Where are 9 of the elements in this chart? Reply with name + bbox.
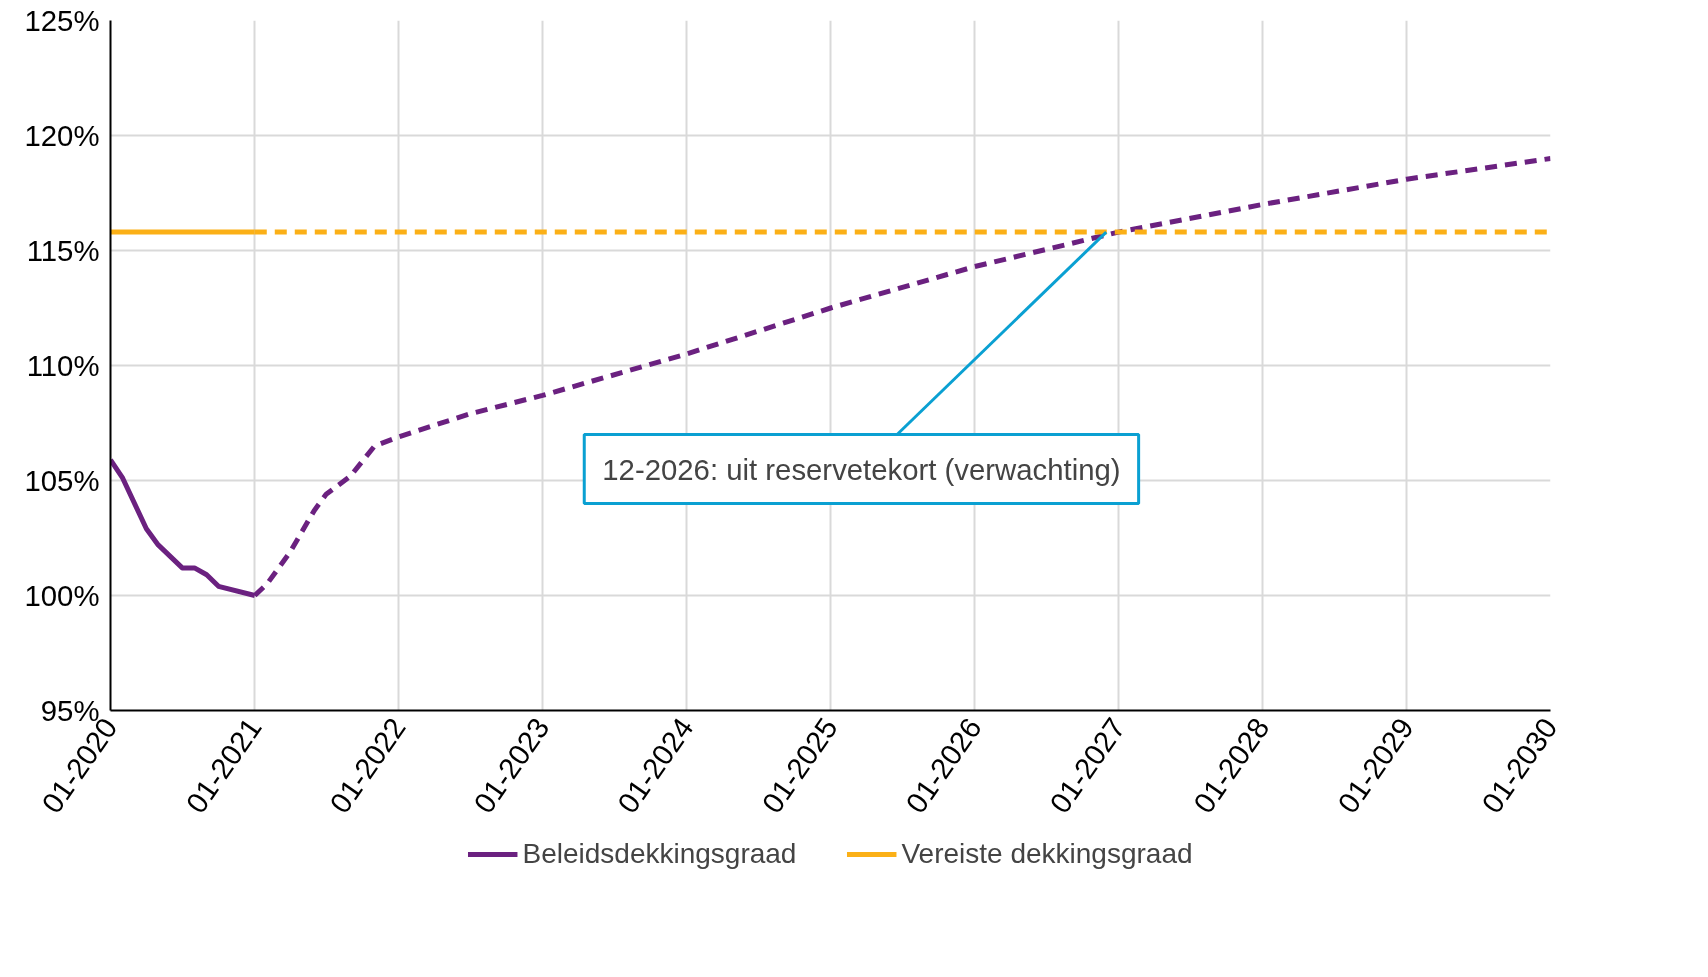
legend-label: Vereiste dekkingsgraad [901,838,1193,870]
legend-label: Beleidsdekkingsgraad [522,838,797,870]
y-tick-label: 110% [26,349,100,382]
y-tick-label: 100% [24,579,100,612]
y-tick-label: 120% [24,119,100,152]
y-tick-label: 125% [24,4,100,37]
y-tick-label: 115% [26,234,100,267]
y-tick-label: 105% [24,464,100,497]
annotation: 12-2026: uit reservetekort (verwachting) [602,452,1121,486]
